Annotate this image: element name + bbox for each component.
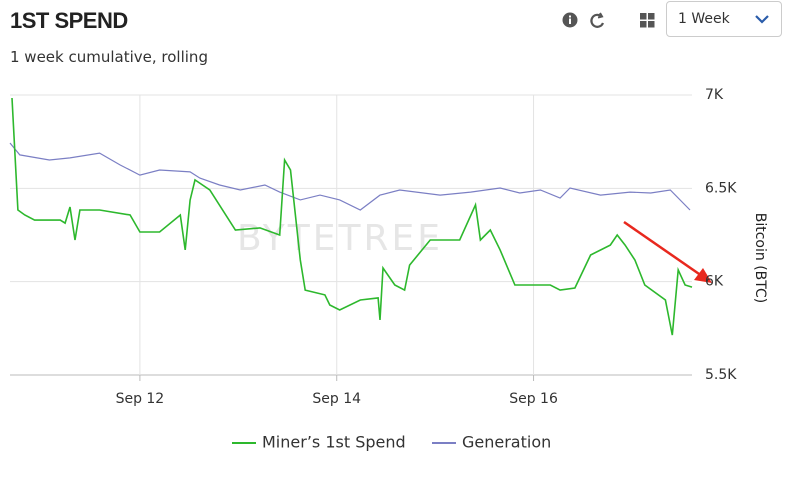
widget-subtitle: 1 week cumulative, rolling [10,48,208,66]
period-select[interactable]: 1 Week [666,1,782,37]
annotation-arrowhead [694,268,712,283]
x-tick-label: Sep 16 [509,391,558,407]
y-axis-title: Bitcoin (BTC) [752,213,768,304]
y-tick-label: 6.5K [705,180,737,196]
widget-title: 1ST SPEND [10,8,128,33]
y-tick-label: 7K [705,87,724,103]
y-tick-label: 6K [705,274,724,290]
series-line [11,97,693,336]
info-icon[interactable] [562,12,578,28]
series-line [9,142,691,211]
layout-icon[interactable] [640,13,655,28]
y-tick-label: 5.5K [705,367,737,383]
legend-label: Generation [462,433,551,452]
refresh-icon[interactable] [590,12,605,28]
x-tick-label: Sep 14 [312,391,361,407]
chevron [755,15,769,24]
legend-label: Miner’s 1st Spend [262,433,406,452]
annotation-arrow [623,220,703,278]
x-tick-label: Sep 12 [116,391,165,407]
period-value: 1 Week [678,11,730,27]
watermark: BYTETREE [237,218,443,259]
toolbar-icons [562,12,655,28]
